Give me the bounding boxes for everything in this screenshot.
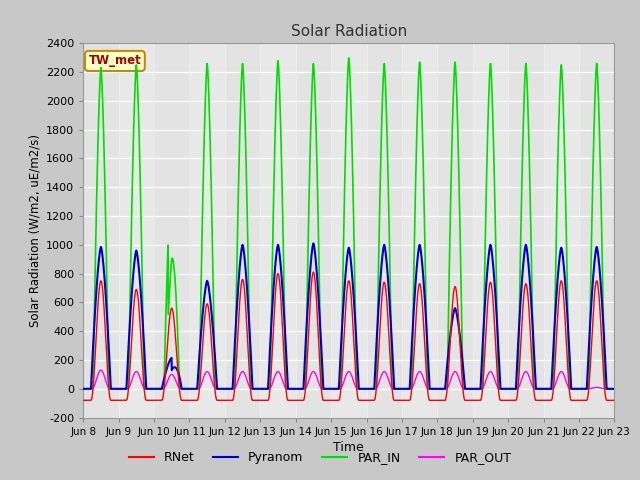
Bar [579, 43, 614, 418]
PAR_OUT [543, 386, 551, 392]
RNet [79, 397, 87, 403]
PAR_IN [283, 386, 291, 392]
Pyranom [172, 364, 179, 370]
PAR_IN [172, 281, 179, 287]
RNet [306, 304, 314, 310]
Title: Solar Radiation: Solar Radiation [291, 24, 407, 39]
RNet [543, 397, 551, 403]
Pyranom [611, 386, 618, 392]
PAR_OUT [97, 367, 105, 373]
Pyranom [310, 240, 317, 246]
Pyranom [283, 365, 291, 371]
Bar [296, 43, 331, 418]
Y-axis label: Solar Radiation (W/m2, uE/m2/s): Solar Radiation (W/m2, uE/m2/s) [29, 134, 42, 327]
PAR_OUT [79, 386, 87, 392]
PAR_OUT [600, 386, 608, 392]
Line: RNet: RNet [83, 272, 614, 400]
Pyranom [600, 336, 608, 342]
Line: PAR_IN: PAR_IN [83, 58, 614, 389]
RNet [172, 332, 179, 337]
RNet [283, 395, 291, 400]
PAR_IN [140, 365, 148, 371]
PAR_IN [611, 386, 618, 392]
PAR_OUT [284, 386, 291, 392]
Legend: RNet, Pyranom, PAR_IN, PAR_OUT: RNet, Pyranom, PAR_IN, PAR_OUT [124, 446, 516, 469]
Bar [225, 43, 260, 418]
PAR_IN [600, 364, 608, 370]
Bar [508, 43, 543, 418]
PAR_IN [306, 157, 314, 163]
PAR_OUT [140, 385, 148, 391]
Line: Pyranom: Pyranom [83, 243, 614, 389]
X-axis label: Time: Time [333, 441, 364, 454]
PAR_IN [79, 386, 87, 392]
RNet [310, 269, 317, 275]
PAR_OUT [172, 377, 179, 383]
PAR_IN [345, 55, 353, 61]
Pyranom [306, 271, 314, 276]
Pyranom [140, 338, 148, 344]
Line: PAR_OUT: PAR_OUT [83, 370, 614, 389]
RNet [140, 382, 148, 387]
Pyranom [79, 386, 87, 392]
Bar [437, 43, 473, 418]
PAR_OUT [611, 386, 618, 392]
RNet [611, 397, 618, 403]
PAR_IN [543, 386, 551, 392]
Bar [154, 43, 189, 418]
Text: TW_met: TW_met [88, 54, 141, 67]
RNet [600, 380, 608, 385]
Bar [367, 43, 402, 418]
Pyranom [543, 386, 551, 392]
PAR_OUT [307, 374, 314, 380]
Bar [83, 43, 118, 418]
